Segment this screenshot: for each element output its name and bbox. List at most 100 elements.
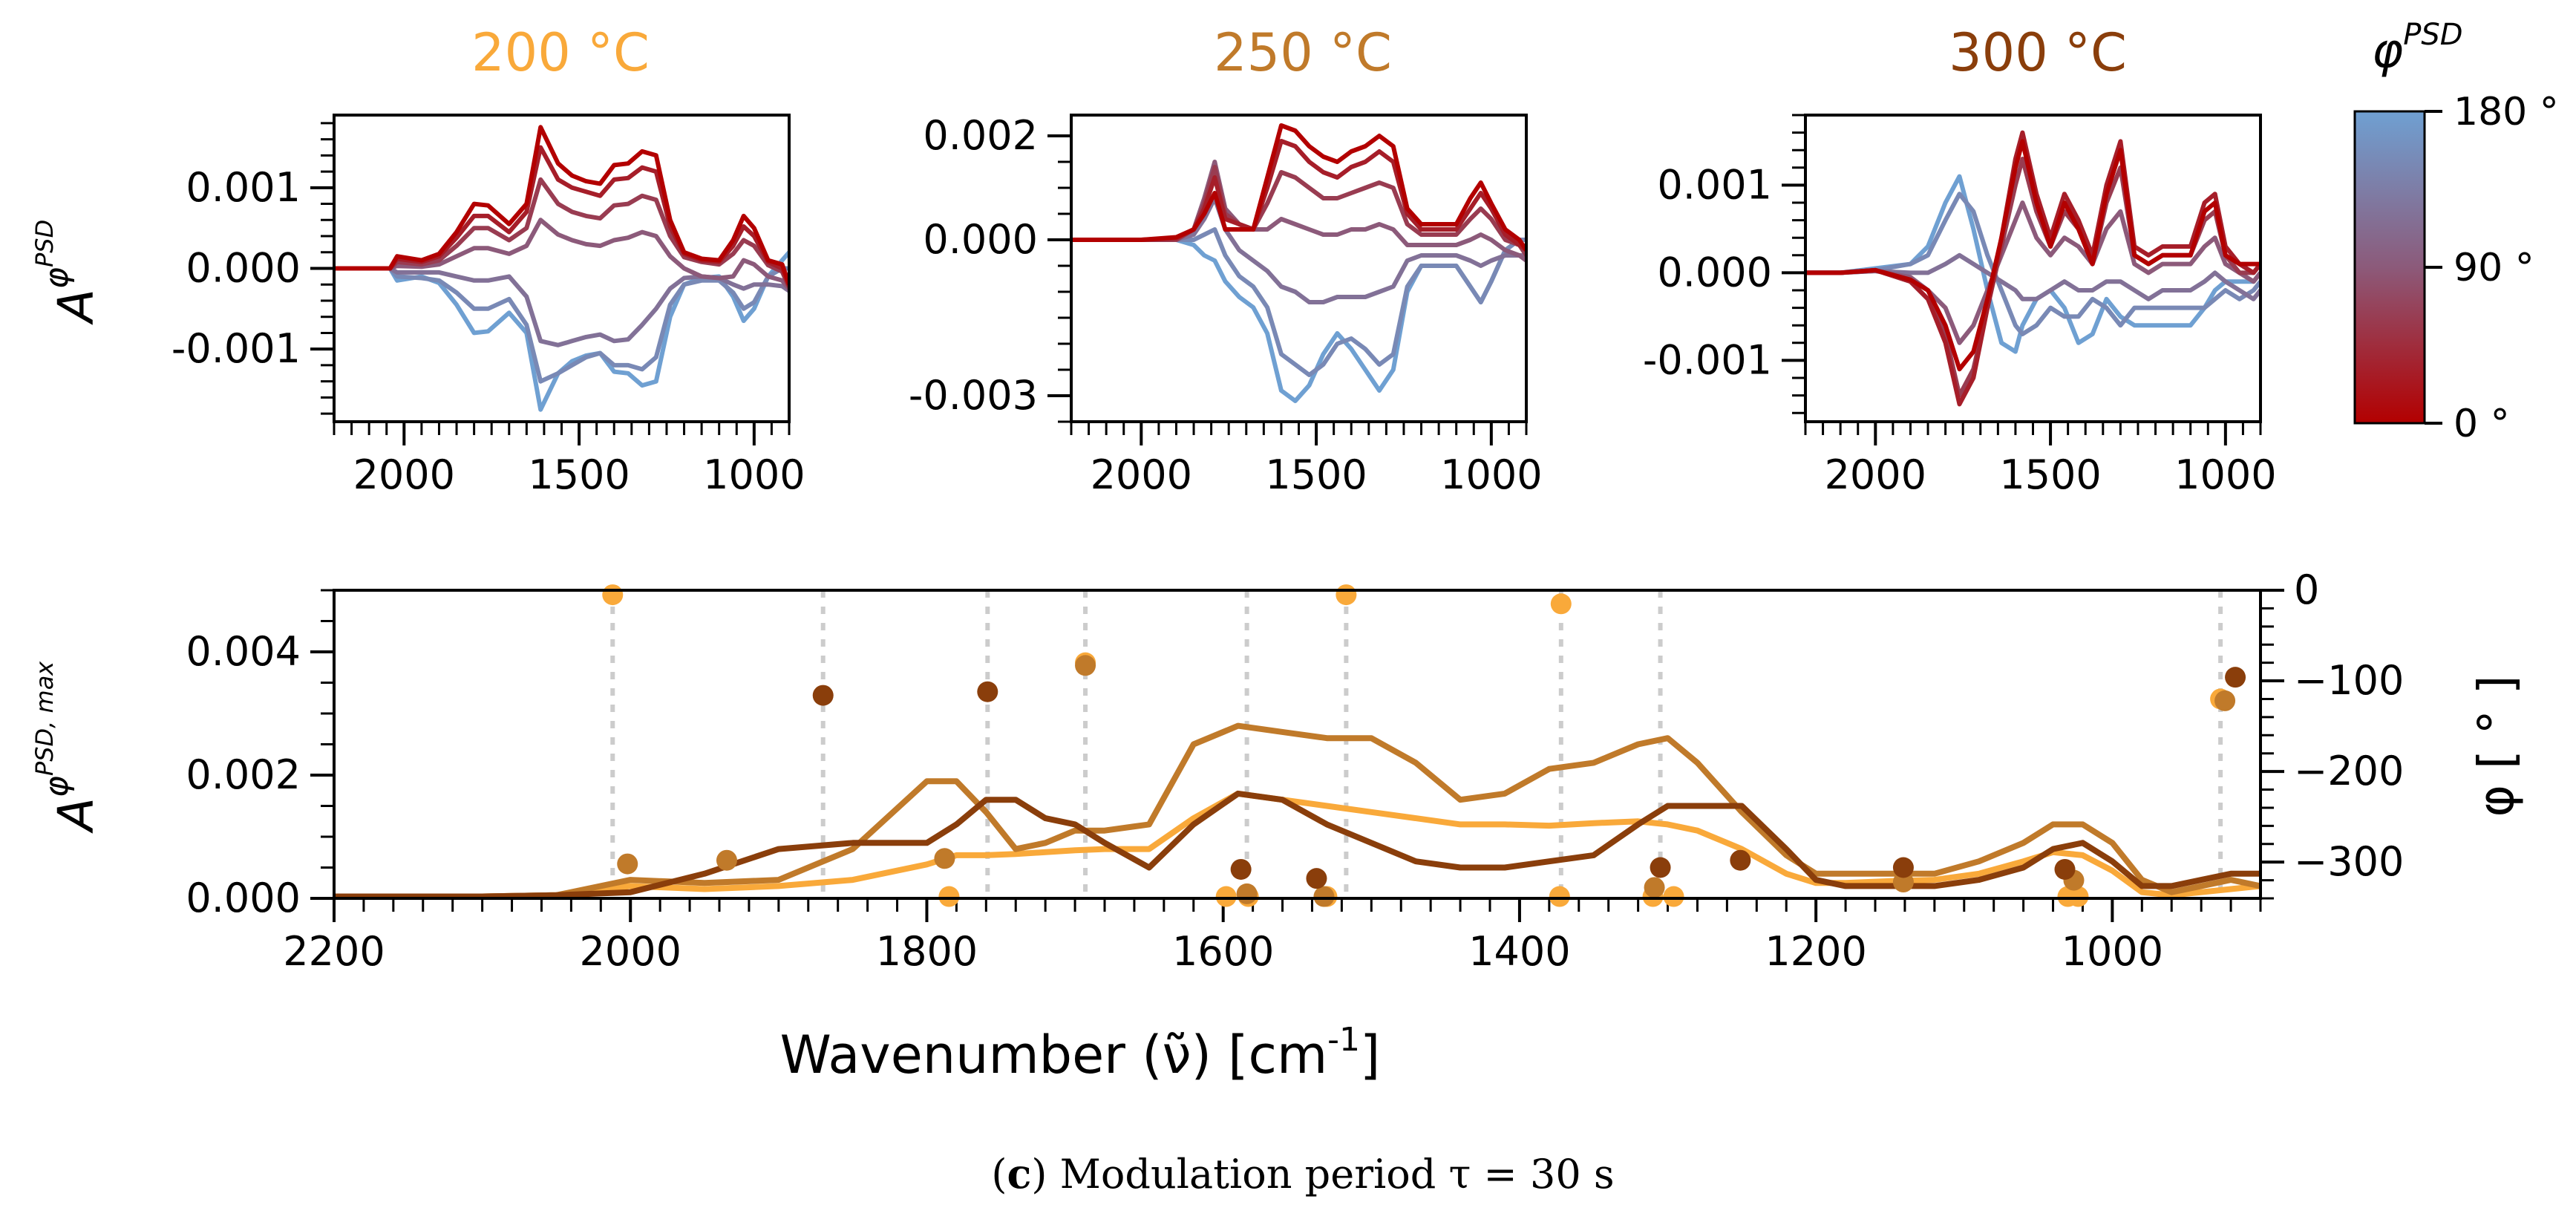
y-tick-label: 0.001 — [186, 164, 301, 211]
x-tick-label: 1600 — [1172, 928, 1274, 975]
y-tick-label: 0.004 — [186, 628, 301, 675]
phase-point — [977, 681, 998, 702]
x-tick-label: 1500 — [1999, 451, 2101, 498]
panel-250c: 2000 1500 1000 0.002 0.000 -0.003 — [909, 112, 1543, 498]
figure-caption: (c) Modulation period τ = 30 s — [991, 1150, 1614, 1198]
panel-title-200: 200 °C — [471, 22, 650, 83]
x-tick-label: 1000 — [2174, 451, 2276, 498]
spectrum-line-150deg — [1805, 192, 2260, 336]
phase-point — [1644, 877, 1665, 898]
colorbar-gradient — [2353, 110, 2426, 425]
phase-point — [1306, 868, 1327, 889]
spectrum-line-0deg — [334, 125, 789, 286]
spectrum-line-60deg — [334, 177, 789, 289]
phase-point — [2225, 667, 2246, 688]
panel-title-300: 300 °C — [1949, 22, 2127, 83]
bottom-ylabel-right: φ [ ° ] — [2468, 676, 2525, 817]
x-tick-label: 2000 — [353, 451, 455, 498]
colorbar-tick-label: 90 ° — [2454, 246, 2534, 290]
phase-point — [2067, 886, 2089, 907]
plot-frame — [1070, 114, 1528, 423]
panel-bottom: 2200 2000 1800 1600 1400 1200 1000 0.004 0.002 0.… — [186, 566, 2404, 975]
x-tick-label: 2000 — [580, 928, 681, 975]
x-tick-label: 1400 — [1468, 928, 1570, 975]
bottom-xlabel: Wavenumber (ν̃) [cm-1] — [780, 1021, 1381, 1085]
svg-text:AφPSD: AφPSD — [30, 220, 105, 325]
phase-point — [1550, 593, 1572, 615]
spectrum-line-0deg — [1805, 139, 2260, 372]
y-tick-label: -0.001 — [1643, 336, 1772, 383]
phase-point — [1236, 883, 1258, 904]
yr-tick-label: −100 — [2294, 657, 2404, 704]
spectrum-line-120deg — [334, 266, 789, 347]
phase-point — [716, 849, 737, 871]
x-tick-label: 2000 — [1091, 451, 1192, 498]
max-amplitude-line — [334, 790, 2260, 898]
x-tick-label: 1500 — [528, 451, 630, 498]
x-tick-label: 2200 — [283, 928, 385, 975]
phase-point — [2214, 690, 2236, 711]
y-tick-label: -0.001 — [171, 325, 301, 372]
x-tick-label: 1500 — [1265, 451, 1367, 498]
phase-point — [1075, 655, 1096, 676]
x-tick-label: 1800 — [876, 928, 978, 975]
y-tick-label: 0.000 — [923, 216, 1038, 263]
phase-point — [1730, 849, 1751, 871]
spectrum-line-150deg — [1071, 227, 1526, 377]
phase-point — [2054, 858, 2076, 880]
x-tick-label: 1000 — [2062, 928, 2163, 975]
y-tick-label: 0.000 — [186, 875, 301, 921]
x-tick-label: 2000 — [1825, 451, 1926, 498]
bottom-ylabel: AφPSD, max — [30, 661, 105, 835]
phase-point — [812, 685, 834, 706]
phase-point — [1313, 886, 1335, 907]
top-ylabel: AφPSD — [30, 220, 105, 325]
phase-point — [1336, 584, 1357, 606]
phase-point — [1663, 886, 1684, 907]
y-tick-label: 0.000 — [186, 245, 301, 292]
panel-300c: 2000 1500 1000 0.001 0.000 -0.001 — [1643, 114, 2277, 498]
colorbar-ticks: 180 ° 90 ° 0 ° — [2425, 90, 2559, 446]
phase-point — [1215, 886, 1237, 907]
phase-point — [1892, 857, 1914, 878]
yr-tick-label: −300 — [2294, 838, 2404, 885]
colorbar-title: φPSD — [2372, 18, 2463, 79]
panel-200c: 2000 1500 1000 0.001 0.000 -0.001 — [171, 114, 805, 498]
y-tick-label: 0.002 — [186, 751, 301, 798]
spectrum-line-30deg — [1071, 139, 1526, 252]
plot-frame — [333, 589, 2262, 900]
x-tick-label: 1000 — [1440, 451, 1542, 498]
y-tick-label: 0.002 — [923, 112, 1038, 159]
spectrum-line-90deg — [1071, 160, 1526, 263]
colorbar: φPSD 180 ° 90 ° 0 ° — [2353, 18, 2559, 446]
y-tick-label: 0.000 — [1657, 249, 1772, 295]
spectrum-line-0deg — [1071, 123, 1526, 252]
phase-point — [1230, 858, 1252, 880]
y-tick-label: 0.001 — [1657, 161, 1772, 208]
phase-point — [602, 584, 624, 606]
spectrum-line-90deg — [1805, 200, 2260, 345]
spectrum-line-180deg — [1071, 238, 1526, 403]
colorbar-tick-label: 180 ° — [2454, 90, 2559, 134]
spectrum-line-120deg — [1805, 252, 2260, 301]
yr-tick-label: −200 — [2294, 748, 2404, 794]
plot-frame — [333, 114, 791, 423]
max-amplitude-line — [334, 722, 2260, 898]
panel-title-250: 250 °C — [1214, 22, 1392, 83]
phase-point — [934, 848, 955, 869]
spectrum-line-150deg — [334, 266, 789, 384]
spectrum-line-90deg — [334, 218, 789, 291]
spectrum-line-120deg — [1071, 196, 1526, 304]
phase-point — [938, 886, 960, 907]
colorbar-tick-label: 0 ° — [2454, 402, 2510, 446]
phase-point — [617, 853, 638, 875]
x-tick-label: 1000 — [703, 451, 805, 498]
phase-point — [1892, 872, 1914, 893]
svg-text:φ [ ° ]: φ [ ° ] — [2468, 676, 2525, 817]
x-tick-label: 1200 — [1765, 928, 1866, 975]
y-tick-label: -0.003 — [909, 372, 1038, 419]
svg-text:AφPSD, max: AφPSD, max — [30, 661, 105, 835]
phase-point — [1549, 886, 1570, 907]
yr-tick-label: 0 — [2294, 566, 2319, 613]
